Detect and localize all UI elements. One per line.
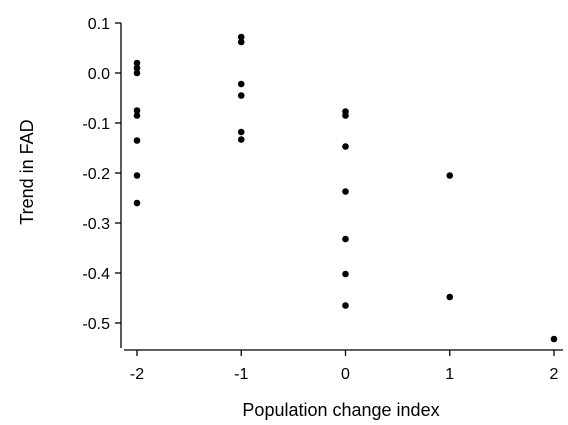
data-point bbox=[342, 143, 349, 150]
data-point bbox=[133, 112, 141, 119]
data-point bbox=[133, 69, 141, 77]
data-point bbox=[237, 92, 245, 99]
data-point bbox=[550, 335, 558, 343]
data-point bbox=[237, 136, 245, 143]
y-axis: 0.1 0.0 -0.1 -0.2 -0.3 -0.4 -0.5 bbox=[82, 16, 122, 348]
data-point bbox=[342, 270, 349, 278]
y-tick-label: -0.3 bbox=[82, 216, 110, 233]
x-tick-label: -1 bbox=[234, 366, 248, 383]
data-point bbox=[133, 59, 141, 67]
data-point bbox=[133, 172, 141, 179]
y-tick-label: 0.1 bbox=[88, 16, 110, 33]
data-point bbox=[237, 80, 245, 88]
data-point bbox=[133, 64, 141, 72]
data-point bbox=[342, 302, 349, 309]
data-point bbox=[342, 112, 349, 119]
data-point bbox=[237, 33, 245, 41]
x-axis: -2 -1 0 1 2 bbox=[124, 349, 563, 383]
x-tick-label: -2 bbox=[130, 366, 144, 383]
y-tick-label: -0.4 bbox=[82, 266, 110, 283]
data-points bbox=[133, 33, 558, 343]
y-tick-label: -0.1 bbox=[82, 116, 110, 133]
data-point bbox=[237, 128, 245, 136]
data-point bbox=[133, 137, 141, 144]
y-tick-label: -0.2 bbox=[82, 166, 110, 183]
y-tick-label: 0.0 bbox=[88, 66, 110, 83]
x-tick-label: 0 bbox=[341, 366, 350, 383]
x-tick-label: 1 bbox=[445, 366, 454, 383]
data-point bbox=[342, 235, 349, 243]
x-tick-label: 2 bbox=[550, 366, 559, 383]
data-point bbox=[133, 107, 141, 114]
data-point bbox=[342, 188, 349, 195]
x-axis-title: Population change index bbox=[242, 400, 439, 420]
data-point bbox=[446, 293, 454, 301]
y-axis-title: Trend in FAD bbox=[17, 119, 37, 224]
data-point bbox=[237, 38, 245, 46]
data-point bbox=[446, 172, 454, 179]
y-tick-label: -0.5 bbox=[82, 316, 110, 333]
data-point bbox=[133, 199, 141, 207]
